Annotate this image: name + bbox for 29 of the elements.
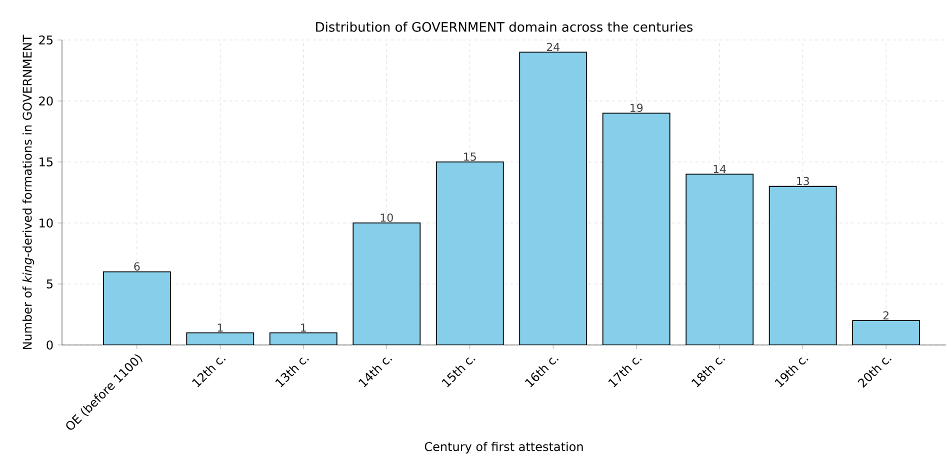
data-label: 6 (134, 262, 140, 271)
bar (270, 332, 337, 345)
bar (686, 174, 754, 345)
bar (768, 186, 837, 345)
y-tick-label: 10 (40, 218, 53, 228)
y-tick-label: 5 (46, 280, 53, 288)
y-tick-label: 15 (40, 158, 53, 166)
bar (519, 52, 588, 345)
data-label: 19 (630, 104, 643, 112)
bar (436, 162, 504, 345)
bar (186, 332, 254, 345)
data-label: 1 (301, 324, 306, 332)
data-label: 24 (546, 42, 560, 51)
y-tick-label: 0 (46, 340, 53, 350)
bar (852, 320, 920, 345)
data-label: 1 (218, 324, 223, 332)
chart-title: Distribution of GOVERNMENT domain across the centuries (316, 22, 693, 32)
data-label: 10 (380, 213, 393, 222)
data-label: 15 (464, 152, 476, 161)
y-tick-label: 20 (39, 96, 53, 106)
bar (352, 222, 421, 345)
data-label: 2 (883, 311, 888, 320)
bar (102, 271, 171, 345)
x-axis-title: Century of first attestation (424, 442, 583, 454)
data-label: 14 (714, 164, 726, 173)
bar (602, 112, 670, 345)
data-label: 13 (797, 176, 809, 186)
y-tick-label: 25 (39, 35, 53, 45)
y-axis-title: Number of king-derived formations in GOVERNMENT (22, 34, 34, 350)
